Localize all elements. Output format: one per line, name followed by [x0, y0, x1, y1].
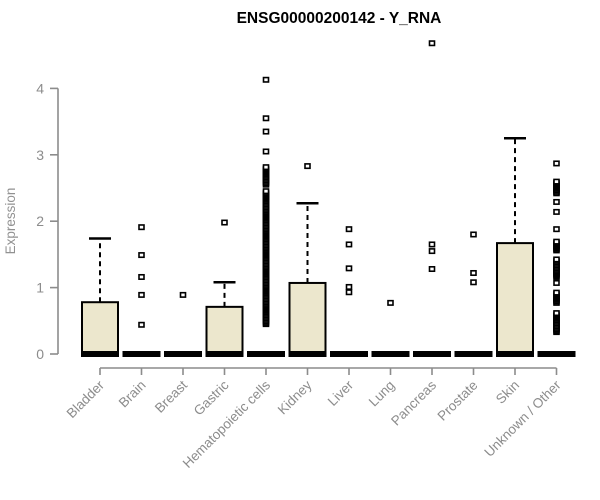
boxplot-prostate	[454, 231, 493, 357]
outlier-point	[262, 164, 270, 171]
outlier-point	[345, 289, 353, 296]
x-category-label-kidney: Kidney	[275, 377, 315, 417]
median-bar	[288, 351, 327, 357]
iqr-box	[205, 305, 244, 355]
outlier-point	[553, 198, 560, 205]
outlier-point	[345, 265, 353, 272]
boxplot-gastric	[205, 219, 244, 357]
outlier-point	[553, 160, 560, 167]
y-tick-label: 4	[36, 80, 44, 96]
outlier-point	[138, 291, 145, 298]
boxplot-skin	[496, 136, 534, 357]
outlier-point	[553, 178, 560, 185]
outlier-point	[470, 269, 477, 276]
x-category-label-lung: Lung	[366, 378, 398, 410]
iqr-box	[496, 242, 534, 355]
x-category-label-liver: Liver	[325, 377, 357, 409]
outlier-point	[553, 208, 560, 215]
y-tick-label: 0	[36, 346, 44, 362]
boxplot-kidney	[288, 163, 327, 357]
outlier-point	[553, 279, 560, 286]
outlier-point	[345, 241, 353, 248]
median-bar	[205, 351, 244, 357]
boxplot-unknown-other	[537, 160, 576, 357]
outlier-point	[428, 241, 436, 248]
x-category-label-prostate: Prostate	[434, 378, 480, 424]
x-category-label-breast: Breast	[152, 377, 190, 415]
x-category-label-bladder: Bladder	[64, 377, 108, 421]
y-tick-label: 3	[36, 147, 44, 163]
boxplot-pancreas	[413, 40, 451, 357]
outlier-point	[138, 273, 145, 280]
x-category-label-skin: Skin	[493, 378, 522, 407]
outlier-point	[304, 163, 311, 170]
outlier-point	[262, 115, 270, 122]
outlier-point	[428, 248, 436, 255]
y-tick-label: 1	[36, 280, 44, 296]
median-bar	[81, 351, 119, 357]
boxplot-brain	[122, 224, 161, 357]
outlier-point	[387, 299, 394, 306]
boxplot-bladder	[81, 237, 119, 357]
outlier-point	[345, 283, 353, 290]
chart-title: ENSG00000200142 - Y_RNA	[237, 10, 442, 27]
boxplot-hematopoietic-cells	[247, 76, 285, 357]
outlier-point	[262, 188, 270, 195]
outlier-point	[221, 219, 228, 226]
x-category-label-pancreas: Pancreas	[388, 377, 439, 428]
outlier-point	[553, 310, 560, 317]
outlier-point	[470, 231, 477, 238]
outlier-point	[428, 266, 436, 273]
y-tick-label: 2	[36, 213, 44, 229]
median-bar	[537, 351, 576, 357]
median-bar	[454, 351, 493, 357]
outlier-point	[553, 238, 560, 245]
median-bar	[247, 351, 285, 357]
outlier-point	[138, 321, 145, 328]
outlier-point	[345, 226, 353, 233]
iqr-box	[81, 301, 119, 356]
outlier-point	[262, 76, 270, 83]
iqr-box	[288, 281, 327, 355]
x-category-label-gastric: Gastric	[191, 377, 232, 418]
outlier-point	[138, 224, 145, 231]
outlier-point	[553, 256, 560, 263]
outlier-point	[553, 289, 560, 296]
outlier-point	[262, 128, 270, 135]
outlier-point	[138, 252, 145, 259]
median-bar	[496, 351, 534, 357]
x-category-label-brain: Brain	[116, 378, 149, 411]
boxplot-liver	[330, 226, 368, 357]
outlier-point	[262, 148, 270, 155]
y-axis-title: Expression	[3, 188, 18, 255]
median-bar	[371, 351, 410, 357]
median-bar	[164, 351, 202, 357]
outlier-point	[428, 40, 436, 47]
median-bar	[413, 351, 451, 357]
boxplot-breast	[164, 291, 202, 357]
boxplot-lung	[371, 299, 410, 357]
outlier-point	[470, 279, 477, 286]
outlier-point	[553, 226, 560, 233]
median-bar	[122, 351, 161, 357]
x-category-label-unknown-other: Unknown / Other	[481, 377, 564, 460]
median-bar	[330, 351, 368, 357]
outlier-point	[179, 291, 187, 298]
